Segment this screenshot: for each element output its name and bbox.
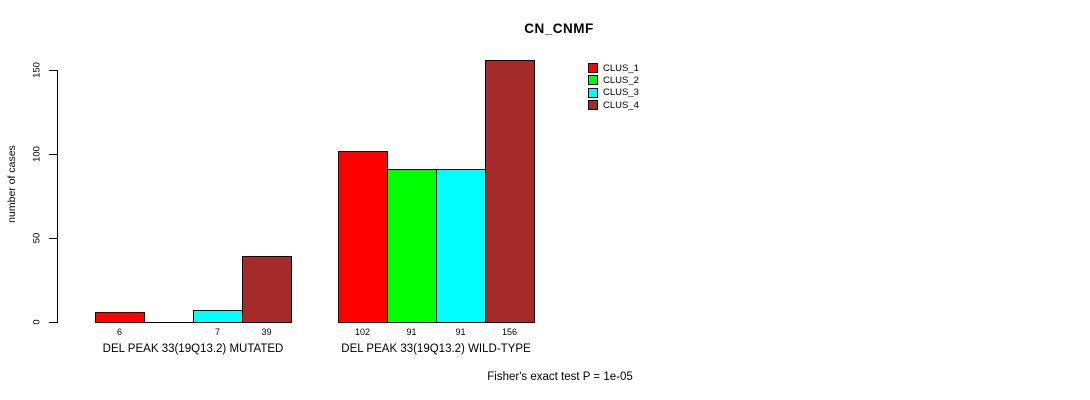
chart-title: CN_CNMF: [524, 21, 594, 36]
bar-value-label: 39: [261, 327, 272, 337]
bar-value-label: 7: [214, 327, 220, 337]
legend-row-CLUS_2: CLUS_2: [588, 74, 639, 86]
bar-CLUS_1: [338, 151, 388, 323]
legend-label: CLUS_2: [603, 74, 639, 86]
bar-CLUS_4: [242, 256, 292, 323]
bar-value-label: 102: [354, 327, 371, 337]
y-tick-mark: [49, 154, 57, 155]
legend-row-CLUS_1: CLUS_1: [588, 62, 639, 74]
y-tick-label: 50: [31, 232, 43, 244]
y-tick-label: 0: [31, 319, 43, 325]
legend-swatch-icon: [588, 63, 598, 74]
y-tick-label: 100: [31, 146, 43, 162]
bar-CLUS_3: [436, 169, 486, 323]
legend-row-CLUS_4: CLUS_4: [588, 99, 639, 111]
y-axis-line: [57, 70, 58, 323]
legend-label: CLUS_1: [603, 62, 639, 74]
bar-value-label: 91: [406, 327, 417, 337]
bar-CLUS_1: [95, 312, 145, 323]
y-tick-mark: [49, 238, 57, 239]
group-label: DEL PEAK 33(19Q13.2) MUTATED: [102, 343, 284, 355]
legend-swatch-icon: [588, 100, 598, 111]
legend-row-CLUS_3: CLUS_3: [588, 87, 639, 99]
legend-label: CLUS_3: [603, 87, 639, 99]
group-label: DEL PEAK 33(19Q13.2) WILD-TYPE: [341, 343, 531, 355]
legend-swatch-icon: [588, 87, 598, 98]
bar-value-label: 6: [116, 327, 122, 337]
legend: CLUS_1 CLUS_2 CLUS_3 CLUS_4: [588, 62, 639, 111]
bar-CLUS_2: [387, 169, 437, 323]
y-tick-label: 150: [31, 62, 43, 78]
legend-swatch-icon: [588, 75, 598, 86]
y-tick-mark: [49, 70, 57, 71]
legend-label: CLUS_4: [603, 99, 639, 111]
bar-CLUS_4: [485, 60, 535, 323]
bar-CLUS_3: [193, 310, 243, 323]
y-tick-mark: [49, 322, 57, 323]
y-axis-title: number of cases: [6, 145, 18, 223]
fisher-test-annotation: Fisher's exact test P = 1e-05: [487, 371, 633, 383]
bar-value-label: 91: [455, 327, 466, 337]
bar-value-label: 156: [501, 327, 518, 337]
